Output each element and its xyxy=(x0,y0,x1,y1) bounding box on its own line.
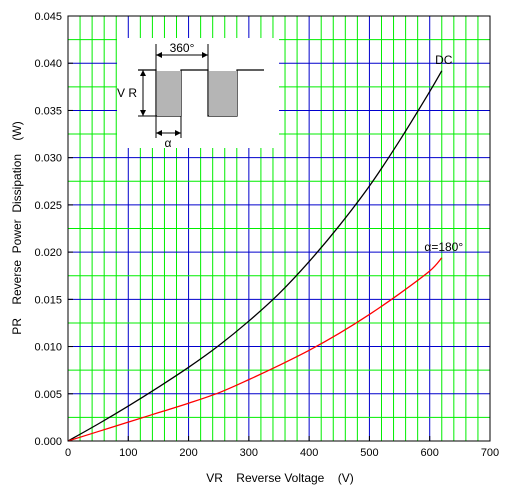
x-tick-label: 0 xyxy=(65,447,71,459)
y-tick-label: 0.005 xyxy=(34,389,62,401)
series-line-dc xyxy=(67,70,443,442)
inset-pulse-2 xyxy=(209,71,237,116)
x-axis-label: VR Reverse Voltage (V) xyxy=(206,471,353,485)
series: DC α=180° xyxy=(67,53,463,442)
x-tick-label: 200 xyxy=(179,447,197,459)
inset-amplitude-arrowhead-bottom xyxy=(140,110,146,116)
inset-pulse-1 xyxy=(157,71,181,116)
x-tick-label: 100 xyxy=(119,447,137,459)
inset-background xyxy=(117,38,279,148)
inset-angle-label: α xyxy=(165,136,172,150)
x-tick-label: 300 xyxy=(240,447,258,459)
inset-period-arrowhead-left xyxy=(156,52,162,58)
x-tick-label: 400 xyxy=(300,447,318,459)
y-tick-label: 0.010 xyxy=(34,342,62,354)
series-label-alpha-180: α=180° xyxy=(424,240,463,254)
y-tick-label: 0.030 xyxy=(34,153,62,165)
y-axis-label: PR Reverse Power Dissipation (W) xyxy=(10,121,24,334)
y-tick-label: 0.025 xyxy=(34,200,62,212)
inset-period-arrowhead-right xyxy=(202,52,208,58)
y-tick-label: 0.015 xyxy=(34,294,62,306)
y-tick-label: 0.040 xyxy=(34,58,62,70)
x-tick-label: 500 xyxy=(360,447,378,459)
x-tick-label: 600 xyxy=(421,447,439,459)
series-line-alpha-180 xyxy=(67,257,443,442)
ticks: 0 100 200 300 400 500 600 700 0.000 0.005 0.010 0.0… xyxy=(34,11,499,459)
y-tick-label: 0.045 xyxy=(34,11,62,23)
y-tick-label: 0.000 xyxy=(34,436,62,448)
y-tick-label: 0.035 xyxy=(34,105,62,117)
inset-angle-arrowhead-left xyxy=(156,130,162,136)
x-tick-label: 700 xyxy=(481,447,499,459)
y-tick-label: 0.020 xyxy=(34,247,62,259)
inset-period-label: 360° xyxy=(170,41,195,55)
plot-frame xyxy=(67,15,491,442)
inset-amplitude-label: V R xyxy=(117,86,137,100)
inset-amplitude-arrowhead-top xyxy=(140,70,146,76)
series-label-dc: DC xyxy=(435,53,453,67)
inset-diagram: 360° V R α xyxy=(117,38,279,150)
inset-angle-arrowhead-right xyxy=(175,130,181,136)
